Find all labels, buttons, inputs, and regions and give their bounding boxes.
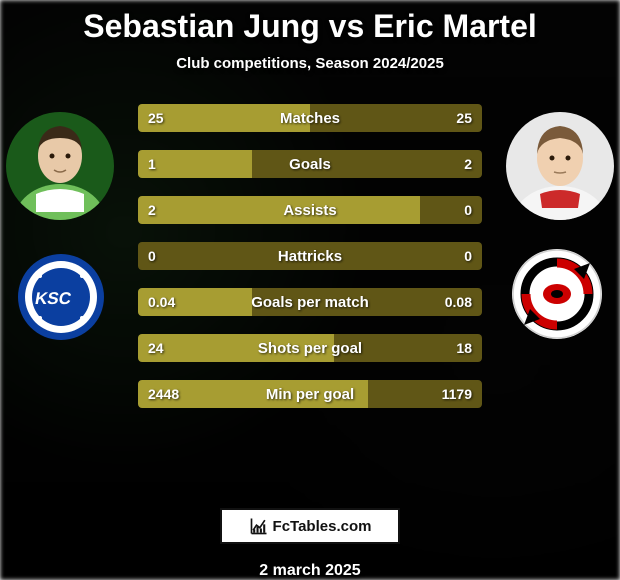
brand-text: FcTables.com xyxy=(273,518,372,535)
svg-text:KSC: KSC xyxy=(34,288,73,308)
club-right-logo xyxy=(512,249,602,339)
stat-row: Hattricks00 xyxy=(138,242,482,270)
player-left-avatar xyxy=(6,112,114,220)
stat-bar-left xyxy=(138,380,368,408)
player-right-avatar xyxy=(506,112,614,220)
club-left-logo: KSC xyxy=(18,254,104,340)
stat-bar-right xyxy=(252,150,482,178)
stat-bar-left xyxy=(138,334,334,362)
comparison-panel: KSC Matches2525Goals12Assists20Hattricks… xyxy=(0,94,620,170)
brand-link[interactable]: FcTables.com xyxy=(220,508,400,544)
page-subtitle: Club competitions, Season 2024/2025 xyxy=(176,55,444,72)
stat-bar-left xyxy=(138,196,420,224)
stat-bar-right xyxy=(310,104,482,132)
stat-bar-right xyxy=(334,334,482,362)
stat-row: Min per goal24481179 xyxy=(138,380,482,408)
stat-bar-right xyxy=(368,380,482,408)
stat-row: Goals per match0.040.08 xyxy=(138,288,482,316)
stat-row: Shots per goal2418 xyxy=(138,334,482,362)
stat-bar-left xyxy=(138,104,310,132)
stat-bar-left xyxy=(138,288,252,316)
stat-row: Assists20 xyxy=(138,196,482,224)
stat-row: Goals12 xyxy=(138,150,482,178)
stat-row: Matches2525 xyxy=(138,104,482,132)
comparison-date: 2 march 2025 xyxy=(259,562,360,580)
stat-bar-right xyxy=(252,288,482,316)
brand-chart-icon xyxy=(249,516,269,536)
page-title: Sebastian Jung vs Eric Martel xyxy=(83,8,537,45)
stat-bar-left xyxy=(138,150,252,178)
stat-bar-right xyxy=(420,196,482,224)
stats-bars: Matches2525 Goals12 Assists20 Hattricks00 Go… xyxy=(138,104,482,426)
